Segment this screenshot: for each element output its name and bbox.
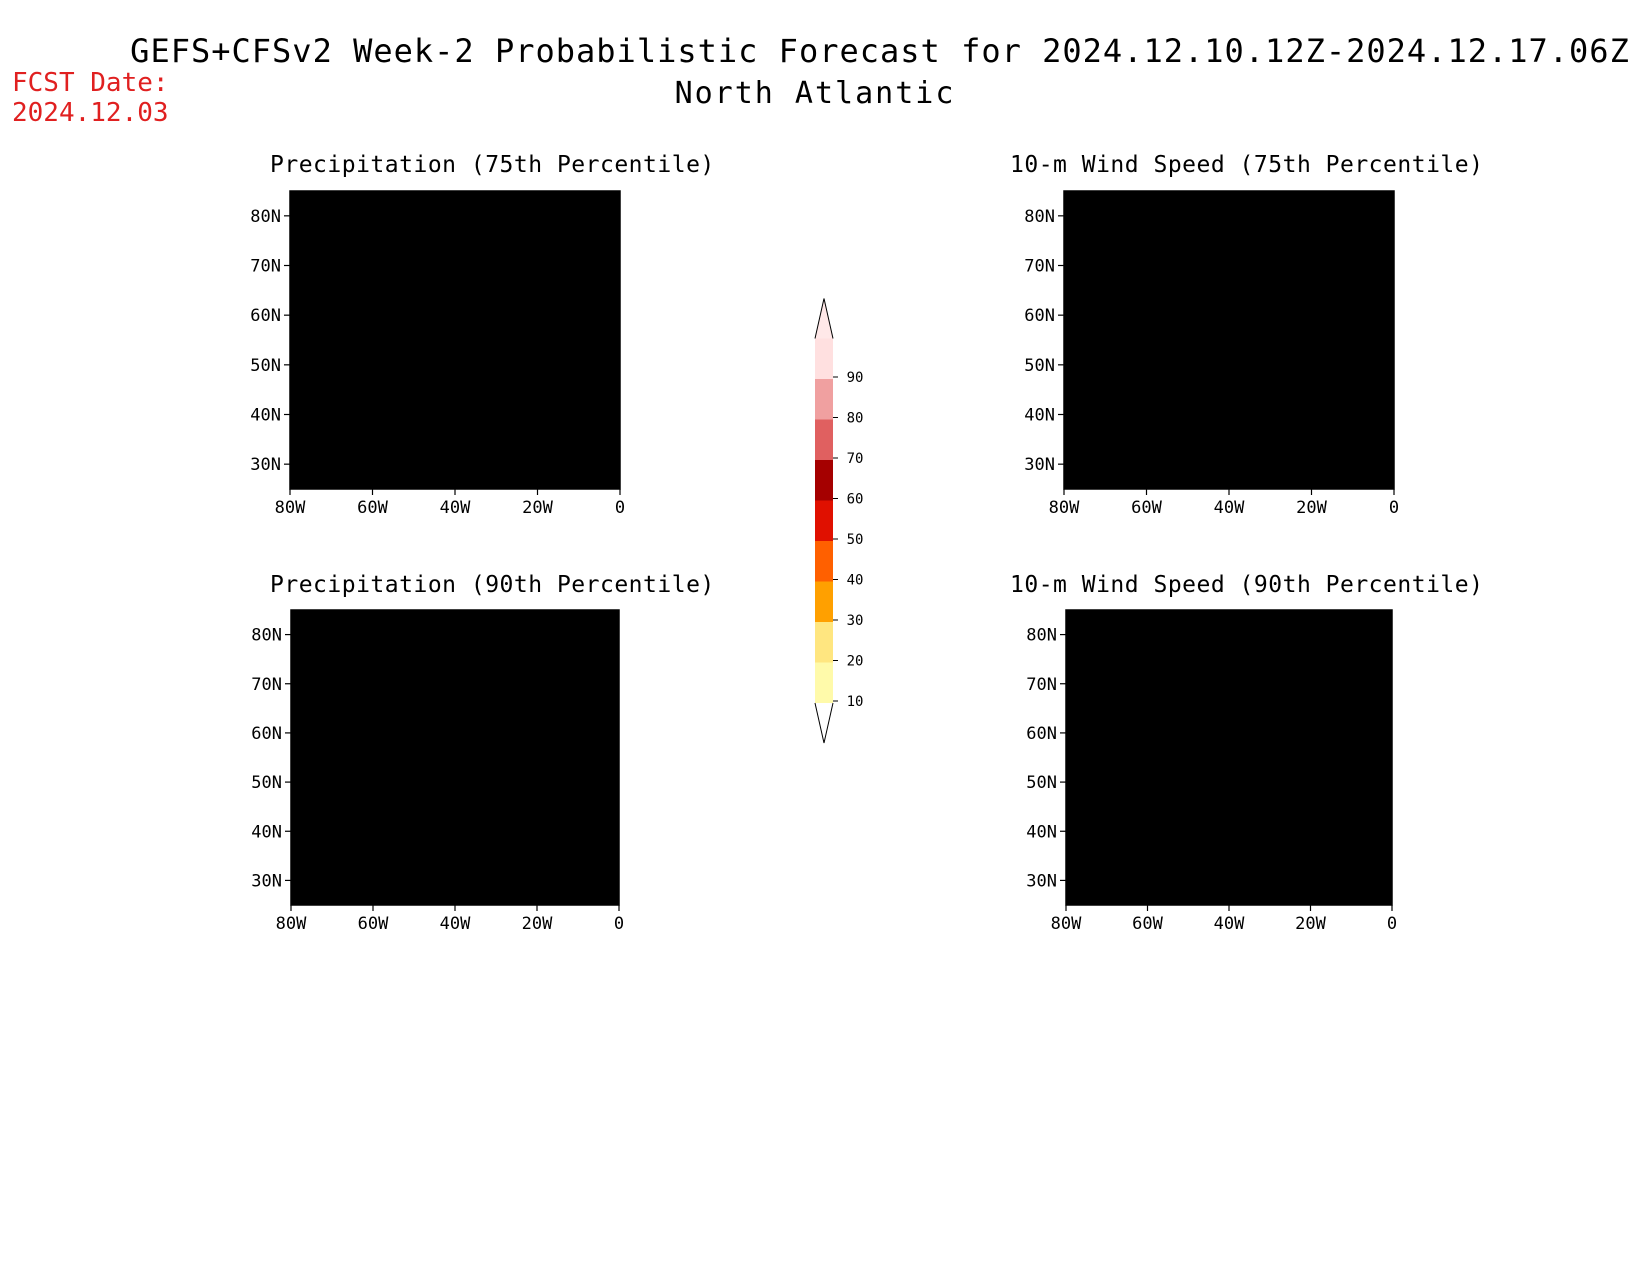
forecast-date-block: FCST Date: 2024.12.03	[12, 68, 169, 128]
lon-tick-label: 80W	[276, 914, 307, 934]
lat-tick-label: 60N	[1024, 306, 1055, 326]
colorbar-swatch	[815, 662, 833, 703]
axes-layer: 80N 70N 60N 50N 40N 30N 80W 60W 40W 20W 0 80N 70N 60N…	[250, 207, 1399, 934]
colorbar-label: 10	[847, 694, 864, 710]
lat-tick-label: 80N	[251, 626, 282, 646]
colorbar-label: 60	[847, 492, 864, 508]
colorbar-label: 40	[847, 573, 864, 589]
lon-tick-label: 40W	[440, 498, 471, 518]
colorbar-bottom-cap	[814, 702, 834, 744]
colorbar-label: 70	[847, 451, 864, 467]
lat-tick-label: 40N	[251, 822, 282, 842]
lon-tick-label: 20W	[522, 914, 553, 934]
forecast-date-label: FCST Date:	[12, 68, 169, 98]
lat-tick-label: 40N	[250, 406, 281, 426]
panel-title-wind-90: 10-m Wind Speed (90th Percentile)	[1010, 572, 1484, 598]
colorbar-swatch	[815, 500, 833, 541]
colorbar-label: 30	[847, 613, 864, 629]
lon-tick-label: 40W	[1214, 498, 1245, 518]
lat-tick-label: 50N	[250, 356, 281, 376]
colorbar-label: 80	[847, 411, 864, 427]
lon-tick-label: 0	[614, 914, 624, 934]
lat-tick-label: 80N	[1026, 626, 1057, 646]
lon-tick-label: 40W	[440, 914, 471, 934]
lat-tick-label: 50N	[1024, 356, 1055, 376]
lat-tick-label: 60N	[250, 306, 281, 326]
lat-tick-label: 30N	[250, 455, 281, 475]
lat-tick-label: 30N	[251, 871, 282, 891]
colorbar-swatch	[815, 419, 833, 460]
page-subtitle: North Atlantic	[674, 76, 956, 111]
lon-tick-label: 80W	[1049, 498, 1080, 518]
map-wind-75	[1063, 190, 1395, 490]
colorbar-label: 90	[847, 370, 864, 386]
colorbar-swatch	[815, 581, 833, 622]
map-wind-90	[1065, 609, 1393, 906]
lon-tick-label: 40W	[1214, 914, 1245, 934]
lat-tick-label: 50N	[1026, 773, 1057, 793]
lat-tick-label: 70N	[1024, 257, 1055, 277]
lon-tick-label: 0	[1387, 914, 1397, 934]
lon-tick-label: 60W	[1131, 498, 1162, 518]
colorbar: 10 20 30 40 50 60 70 80 90	[814, 298, 864, 744]
map-precip-90	[290, 609, 620, 906]
lat-tick-label: 30N	[1026, 871, 1057, 891]
lon-tick-label: 80W	[1051, 914, 1082, 934]
colorbar-label: 20	[847, 654, 864, 670]
lon-tick-label: 60W	[357, 498, 388, 518]
lat-tick-label: 40N	[1026, 822, 1057, 842]
lon-tick-label: 20W	[522, 498, 553, 518]
panel-title-wind-75: 10-m Wind Speed (75th Percentile)	[1010, 152, 1484, 178]
lat-tick-label: 70N	[250, 257, 281, 277]
coastline	[1066, 622, 1392, 893]
panel-title-precip-75: Precipitation (75th Percentile)	[270, 152, 715, 178]
lon-tick-label: 20W	[1295, 914, 1326, 934]
forecast-date-value: 2024.12.03	[12, 98, 169, 128]
lon-tick-label: 0	[1389, 498, 1399, 518]
lat-tick-label: 60N	[251, 724, 282, 744]
lat-tick-label: 70N	[1026, 675, 1057, 695]
lat-tick-label: 50N	[251, 773, 282, 793]
lon-tick-label: 60W	[1132, 914, 1163, 934]
lat-tick-label: 40N	[1024, 406, 1055, 426]
coastline	[291, 622, 619, 893]
lat-tick-label: 60N	[1026, 724, 1057, 744]
colorbar-top-cap	[814, 298, 834, 339]
colorbar-swatch	[815, 338, 833, 379]
colorbar-swatch	[815, 541, 833, 582]
coastline	[1064, 203, 1394, 477]
map-precip-75	[289, 190, 621, 490]
coastline	[290, 203, 620, 477]
colorbar-swatch	[815, 622, 833, 663]
page-title: GEFS+CFSv2 Week-2 Probabilistic Forecast…	[130, 32, 1630, 70]
colorbar-label: 50	[847, 532, 864, 548]
lon-tick-label: 0	[615, 498, 625, 518]
colorbar-swatch	[815, 460, 833, 501]
lon-tick-label: 20W	[1296, 498, 1327, 518]
colorbar-swatch	[815, 379, 833, 420]
lat-tick-label: 80N	[250, 207, 281, 227]
lat-tick-label: 70N	[251, 675, 282, 695]
lon-tick-label: 80W	[275, 498, 306, 518]
lat-tick-label: 30N	[1024, 455, 1055, 475]
lat-tick-label: 80N	[1024, 207, 1055, 227]
panel-title-precip-90: Precipitation (90th Percentile)	[270, 572, 715, 598]
lon-tick-label: 60W	[358, 914, 389, 934]
